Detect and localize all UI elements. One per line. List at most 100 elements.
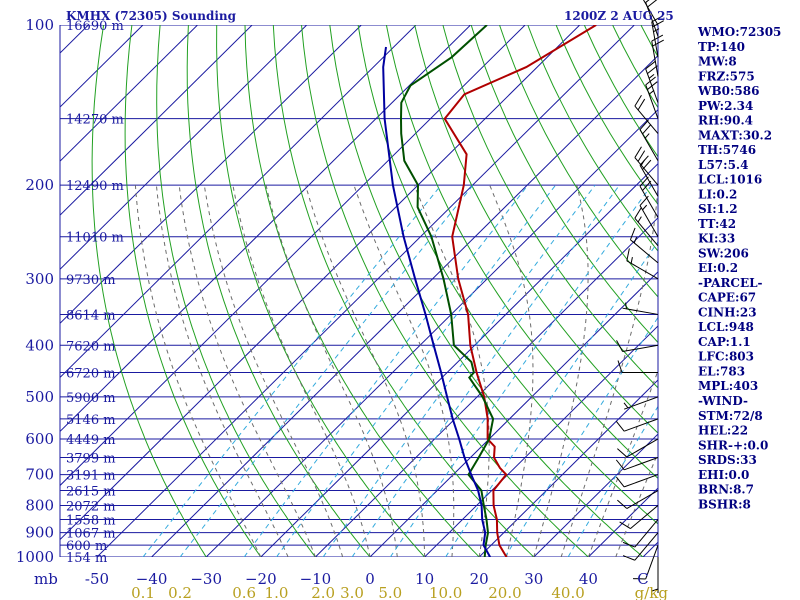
wind-barb-staff [622,344,659,353]
wind-barb-staff [626,260,659,280]
mixing-ratio-label: 0.6 [232,584,256,600]
wind-barb [639,119,659,162]
moist-adiabat [232,185,371,557]
wind-barb-flag [651,15,664,23]
wind-barb-flag [637,150,646,162]
wind-barb-flag [617,499,628,509]
temperature-tick-label: −20 [245,570,277,588]
wind-barb [617,438,659,458]
wind-barb-flag [634,94,642,107]
wind-barb [615,418,659,432]
wind-barb-flag [615,459,625,471]
wind-barb [634,146,659,186]
moist-adiabat [305,184,426,557]
wind-barb-half-flag [625,302,627,309]
isotherm [60,25,417,379]
mixing-ratio-label: 0.2 [168,584,192,600]
dry-adiabat [124,25,262,557]
pressure-tick-label: 700 [25,466,54,484]
pressure-tick-label: 1000 [16,548,54,566]
wind-barb [629,227,659,264]
pressure-tick-label: 600 [25,430,54,448]
pressure-tick-label: 100 [25,16,54,34]
sounding-index: SW:206 [698,246,749,260]
wind-barb-staff [626,438,659,458]
wind-barb-flag [629,227,636,240]
dry-adiabat [470,25,658,344]
wind-barb [617,360,658,374]
wind-barb-flag [615,476,625,488]
wind-barb [634,207,659,247]
dry-adiabat [91,25,207,557]
wind-barb-flag [615,420,625,432]
height-label: 3191 m [66,469,116,484]
mixing-ratio-label: 1.0 [265,584,289,600]
isotherm [60,25,253,216]
wind-barb [623,396,659,410]
wind-barb-flag [617,360,623,373]
moist-adiabat [155,185,289,557]
wind-barb-staff [630,505,659,529]
isotherm [60,25,526,487]
wind-barb-staff [645,68,659,103]
wind-barb-flag [647,0,658,8]
dry-adiabat [442,25,658,389]
wind-barb [645,60,659,103]
moist-adiabat [178,185,316,557]
sounding-index: LFC:803 [698,350,754,364]
sounding-index: L57:5.4 [698,158,748,172]
wind-barb-flag [639,176,649,187]
mixing-ratio-line [445,240,658,557]
wind-barb-half-flag [623,402,629,409]
wind-barb-staff [630,239,659,264]
wind-barb-flag [645,60,656,70]
wind-barb [626,248,659,280]
sounding-index: MW:8 [698,55,737,69]
grid-lines [60,25,658,557]
wind-barb-staff [639,186,659,218]
sounding-index: HEL:22 [698,424,748,438]
axes [59,25,659,557]
wind-barb [619,505,659,530]
temperature-tick-label: −30 [190,570,222,588]
height-label: 16690 m [66,19,124,34]
dry-adiabat [216,25,425,557]
wind-barb-staff [626,490,659,509]
sounding-index: BRN:8.7 [698,483,754,497]
wind-barb-staff [642,0,659,26]
isotherm [60,25,581,541]
height-label: 8614 m [66,308,116,323]
wind-barb-half-flag [630,257,633,264]
wind-barb-flag [619,521,631,530]
wind-barb-staff [624,457,659,471]
sounding-index: PW:2.34 [698,99,753,113]
wind-barb-half-flag [644,133,650,139]
moist-adiabat [560,185,658,557]
wind-barb-staff [651,41,659,77]
height-label: 2615 m [66,485,116,500]
dry-adiabat [156,25,316,557]
sounding-index: -PARCEL- [698,276,763,290]
height-label: 2072 m [66,499,116,514]
height-label: 1067 m [66,527,116,542]
pressure-unit-label: mb [34,570,58,588]
temperature-profile [443,25,597,557]
sounding-index: WB0:586 [697,84,759,98]
isotherm [60,25,308,270]
pressure-tick-label: 900 [25,524,54,542]
sounding-index: SHR-+:0.0 [698,438,768,452]
mixing-ratio-label: 5.0 [378,584,402,600]
sounding-index: LCL:1016 [698,173,762,187]
wind-barb [616,340,659,353]
temperature-tick-label: −40 [136,570,168,588]
height-label: 3799 m [66,451,116,466]
isotherm [60,25,362,325]
sounding-index: EI:0.2 [698,261,738,275]
sounding-index: TH:5746 [698,143,756,157]
dry-adiabat [244,25,480,557]
wind-barb-staff [634,217,659,247]
mixing-ratio-line [243,184,529,557]
mixing-ratio-line [389,184,653,557]
sounding-index: -WIND- [698,394,748,408]
height-label: 9730 m [66,273,116,288]
